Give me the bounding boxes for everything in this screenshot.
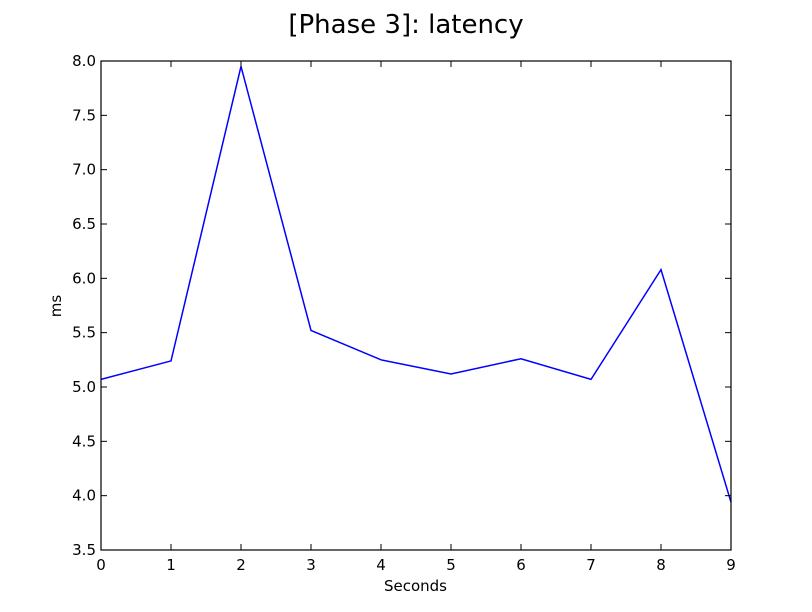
x-tick-label: 3 [306, 556, 316, 574]
x-tick-label: 9 [726, 556, 736, 574]
plot-area: 0 1 2 3 4 5 6 7 8 9 3.5 4.0 4.5 5.0 5.5 6.0 6.5 7.0 7.5 8.0 [72, 52, 736, 574]
x-tick-label: 2 [236, 556, 246, 574]
y-tick-label: 8.0 [72, 52, 96, 70]
x-tick-label: 7 [586, 556, 596, 574]
y-tick-label: 6.5 [72, 215, 96, 233]
x-tick-label: 4 [376, 556, 386, 574]
x-tick-label: 6 [516, 556, 526, 574]
x-tick-label: 1 [166, 556, 176, 574]
y-tick-label: 4.0 [72, 487, 96, 505]
x-tick-label: 5 [446, 556, 456, 574]
x-tick-label: 8 [656, 556, 666, 574]
y-tick-label: 5.5 [72, 324, 96, 342]
plot-frame [100, 60, 732, 551]
y-tick-label: 3.5 [72, 541, 96, 559]
x-axis-label: Seconds [384, 577, 447, 595]
y-tick-label: 6.0 [72, 269, 96, 287]
y-tick-label: 7.5 [72, 106, 96, 124]
y-tick-label: 5.0 [72, 378, 96, 396]
x-tick-label: 0 [96, 556, 106, 574]
series-line [100, 66, 732, 503]
chart-title: [Phase 3]: latency [288, 10, 523, 40]
y-tick-label: 7.0 [72, 161, 96, 179]
y-axis-label: ms [47, 295, 65, 318]
y-tick-label: 4.5 [72, 432, 96, 450]
